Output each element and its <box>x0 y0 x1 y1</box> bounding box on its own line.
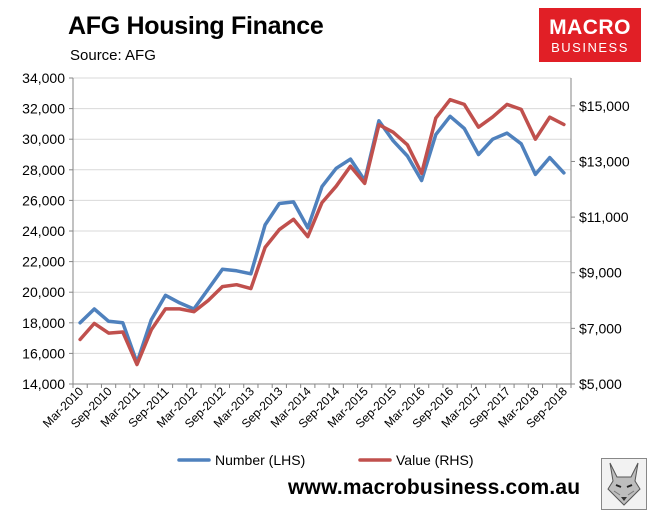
series-lines <box>78 97 566 367</box>
macrobusiness-logo[interactable]: MACRO BUSINESS <box>539 8 641 62</box>
y-left-tick-label: 22,000 <box>22 254 65 270</box>
y-right-tick-label: $11,000 <box>579 209 629 225</box>
number-series-line <box>78 114 566 365</box>
y-left-tick-label: 16,000 <box>22 345 65 361</box>
y-left-tick-label: 34,000 <box>22 70 65 86</box>
chart-title: AFG Housing Finance <box>68 12 324 40</box>
fox-portrait-icon <box>601 458 647 510</box>
y-right-tick-label: $13,000 <box>579 153 630 169</box>
logo-line-business: BUSINESS <box>551 40 629 55</box>
line-chart: 14,000 16,000 18,000 20,000 22,000 24,000 26,0… <box>22 70 630 468</box>
legend-label-value: Value (RHS) <box>396 452 474 468</box>
x-axis: Mar-2010Sep-2010Mar-2011Sep-2011Mar-2012… <box>40 384 572 431</box>
y-left-tick-label: 32,000 <box>22 101 65 117</box>
website-url[interactable]: www.macrobusiness.com.au <box>288 476 581 499</box>
value-series-line <box>78 97 566 367</box>
y-left-tick-label: 18,000 <box>22 315 65 331</box>
chart-legend: Number (LHS) Value (RHS) <box>177 452 474 468</box>
y-left-tick-label: 30,000 <box>22 131 65 147</box>
y-axis-right: $5,000 $7,000 $9,000 $11,000 $13,000 $15,000 <box>571 98 630 392</box>
y-left-tick-label: 20,000 <box>22 284 65 300</box>
y-axis-left: 14,000 16,000 18,000 20,000 22,000 24,000 26,0… <box>22 70 73 392</box>
y-right-tick-label: $9,000 <box>579 265 622 281</box>
y-right-tick-label: $15,000 <box>579 98 630 114</box>
y-left-tick-label: 28,000 <box>22 162 65 178</box>
y-right-tick-label: $5,000 <box>579 376 622 392</box>
logo-line-macro: MACRO <box>549 16 631 39</box>
y-right-tick-label: $7,000 <box>579 320 622 336</box>
y-left-tick-label: 26,000 <box>22 192 65 208</box>
y-left-tick-label: 24,000 <box>22 223 65 239</box>
y-left-tick-label: 14,000 <box>22 376 65 392</box>
legend-label-number: Number (LHS) <box>215 452 305 468</box>
chart-source: Source: AFG <box>70 47 156 64</box>
